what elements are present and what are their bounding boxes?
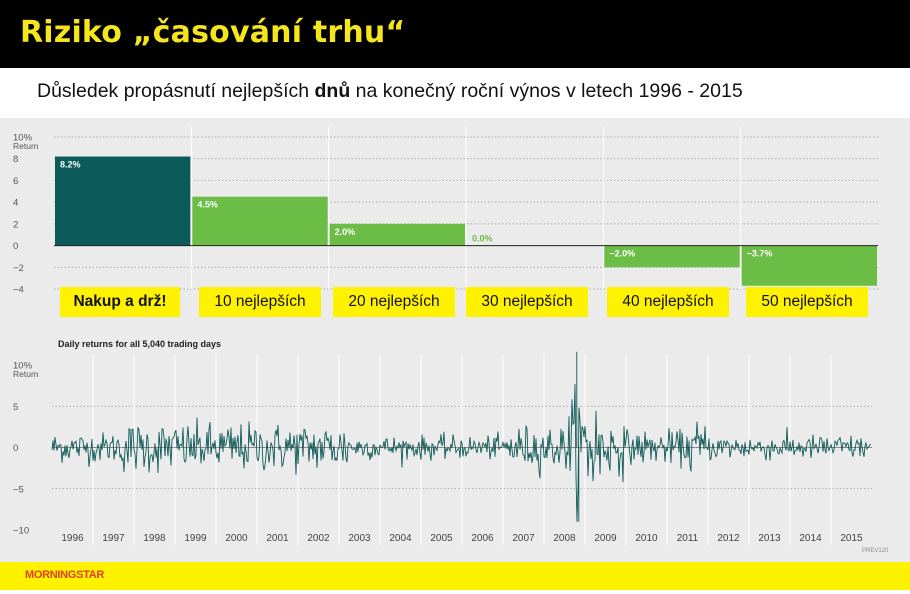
x-tick-label: 2006 (471, 533, 494, 544)
x-tick-label: 1998 (143, 533, 166, 544)
subtitle-text: Důsledek propásnutí nejlepších (37, 80, 315, 102)
y-tick-label: −10 (13, 526, 29, 537)
x-tick-label: 2002 (307, 533, 330, 544)
subtitle-text-end: na konečný roční výnos v letech 1996 - 2… (350, 80, 743, 102)
bar-value-label: 4.5% (197, 200, 218, 210)
x-tick-label: 2008 (553, 533, 576, 544)
bar-value-label: 2.0% (335, 227, 356, 237)
chart-credit: PREV120 (862, 548, 889, 554)
x-tick-label: 1996 (61, 533, 84, 544)
bar-value-label: −2.0% (609, 249, 635, 259)
x-tick-label: 2003 (348, 533, 371, 544)
x-tick-label: 2005 (430, 533, 453, 544)
bar (329, 223, 465, 246)
y-axis-label: Return (13, 369, 39, 379)
x-tick-label: 1997 (102, 533, 125, 544)
x-tick-label: 2015 (840, 533, 863, 544)
y-tick-label: 0 (13, 241, 18, 252)
x-tick-label: 2012 (717, 533, 740, 544)
y-tick-label: 8 (13, 154, 18, 165)
page-subtitle: Důsledek propásnutí nejlepších dnů na ko… (37, 80, 743, 103)
x-tick-label: 2009 (594, 533, 617, 544)
footer-bar (0, 562, 910, 590)
bar-value-label: −3.7% (747, 249, 773, 259)
y-tick-label: 6 (13, 176, 18, 187)
x-tick-label: 2013 (758, 533, 781, 544)
title-bar (0, 0, 910, 68)
y-tick-label: 10% (13, 133, 33, 144)
bar (604, 245, 740, 268)
page-title: Riziko „časování trhu“ (20, 15, 406, 50)
y-tick-label: −4 (13, 285, 24, 296)
bar (192, 196, 328, 246)
x-tick-label: 2004 (389, 533, 412, 544)
x-tick-label: 2007 (512, 533, 535, 544)
x-tick-label: 2014 (799, 533, 822, 544)
daily-returns-series (51, 351, 872, 522)
bar-value-label: 0.0% (472, 234, 493, 244)
category-label-1: 10 nejlepších (199, 287, 321, 317)
y-tick-label: 5 (13, 402, 18, 413)
y-tick-label: −5 (13, 484, 24, 495)
y-tick-label: 0 (13, 443, 18, 454)
category-label-3: 30 nejlepších (466, 287, 588, 317)
category-label-0: Nakup a drž! (60, 287, 180, 317)
category-label-5: 50 nejlepších (746, 287, 868, 317)
morningstar-logo: MORNINGSTAR (25, 569, 104, 581)
y-tick-label: 2 (13, 219, 18, 230)
bar-value-label: 8.2% (60, 160, 81, 170)
bar (55, 156, 191, 246)
y-tick-label: 4 (13, 198, 18, 209)
x-tick-label: 1999 (184, 533, 207, 544)
y-tick-label: 10% (13, 361, 33, 372)
category-label-4: 40 nejlepších (607, 287, 729, 317)
x-tick-label: 2001 (266, 533, 289, 544)
bar (741, 245, 877, 286)
subtitle-bold: dnů (314, 80, 351, 102)
category-label-2: 20 nejlepších (333, 287, 455, 317)
y-tick-label: −2 (13, 263, 24, 274)
x-tick-label: 2000 (225, 533, 248, 544)
x-tick-label: 2010 (635, 533, 658, 544)
chart2-title: Daily returns for all 5,040 trading days (58, 339, 221, 349)
x-tick-label: 2011 (677, 533, 699, 544)
y-axis-label: Return (13, 141, 39, 151)
